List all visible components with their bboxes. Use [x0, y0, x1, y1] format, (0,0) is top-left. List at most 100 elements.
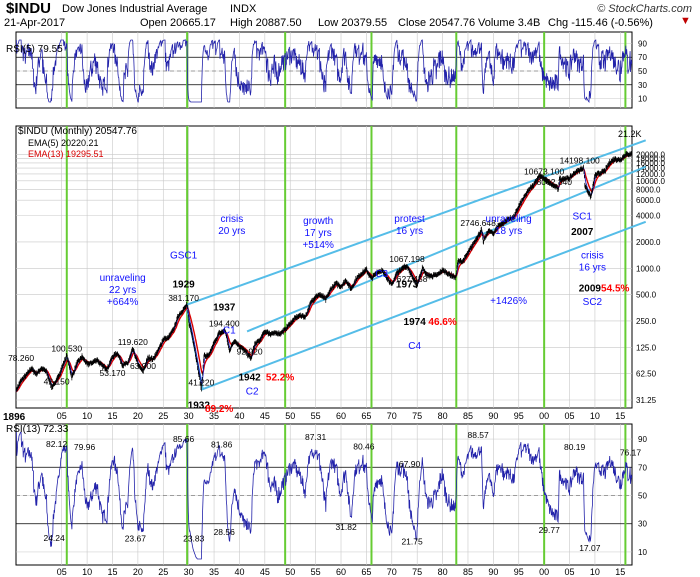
price-annotation: 41.220: [188, 377, 214, 387]
rsi5-tick-label: 90: [638, 39, 647, 48]
volume-value: Volume 3.4B: [478, 17, 541, 29]
cycle-annotation: 89.2%: [205, 404, 233, 415]
rsi13-annotation: 67.90: [399, 459, 421, 469]
cycle-annotation: 17 yrs: [305, 228, 332, 239]
x-tick-label: 15: [107, 411, 117, 421]
cycle-annotation: unraveling: [486, 214, 532, 225]
y-tick-label: 62.50: [636, 370, 657, 379]
x-tick-label: 05: [57, 411, 67, 421]
x-tick-label: 85: [463, 567, 473, 577]
rsi13-label: RSI(13) 72.33: [6, 424, 69, 435]
cycle-annotation: +664%: [107, 297, 139, 308]
cycle-annotation: 1929: [172, 280, 195, 291]
y-tick-label: 31.25: [636, 396, 657, 405]
x-tick-label: 35: [209, 411, 219, 421]
x-tick-label: 05: [57, 567, 67, 577]
y-tick-label: 10000.0: [636, 177, 665, 186]
rsi5-tick-label: 70: [638, 53, 647, 62]
y-tick-label: 18000.0: [636, 154, 665, 163]
rsi13-annotation: 28.56: [214, 527, 236, 537]
open-value: Open 20665.17: [140, 17, 216, 29]
x-tick-label: 25: [158, 411, 168, 421]
last-price-label: 21.2K: [618, 129, 642, 139]
cycle-annotation: C2: [246, 387, 259, 398]
x-tick-label: 30: [184, 411, 194, 421]
price-frame: [15, 125, 633, 409]
rsi13-annotation: 21.75: [401, 536, 423, 546]
cycle-annotation: +1426%: [490, 296, 527, 307]
ticker-symbol: $INDU: [6, 0, 52, 17]
rsi5-label: RSI(5) 79.55: [6, 44, 63, 55]
rsi5-tick-label: 10: [638, 95, 647, 104]
cycle-annotation: C3: [375, 269, 388, 280]
x-tick-label: 80: [438, 411, 448, 421]
x-tick-label: 15: [615, 567, 625, 577]
rsi13-line: [16, 431, 633, 560]
x-tick-label: 90: [488, 411, 498, 421]
rsi13-annotation: 88.57: [467, 430, 489, 440]
rsi13-annotation: 79.96: [74, 442, 96, 452]
cycle-annotation: 54.5%: [601, 284, 629, 295]
x-tick-label: 40: [234, 411, 244, 421]
rsi13-annotation: 80.46: [353, 442, 375, 452]
rsi13-annotation: 81.86: [211, 440, 233, 450]
price-annotation: 42.150: [44, 377, 70, 387]
x-tick-label: 10: [82, 411, 92, 421]
cycle-annotation: 52.2%: [266, 373, 294, 384]
cycle-annotation: 1942: [238, 373, 261, 384]
price-annotation: 92.920: [237, 347, 263, 357]
x-tick-label: 70: [387, 411, 397, 421]
y-tick-label: 20000.0: [636, 150, 665, 159]
x-tick-label: 65: [361, 567, 371, 577]
x-tick-label: 60: [336, 567, 346, 577]
cycle-annotation: growth: [303, 216, 333, 227]
x-tick-label: 50: [285, 411, 295, 421]
cycle-annotation: 1932: [188, 400, 211, 411]
watermark: © StockCharts.com: [597, 3, 692, 15]
rsi5-tick-label: 30: [638, 81, 647, 90]
ema13-label: EMA(13) 19295.51: [28, 149, 104, 159]
cycle-annotation: GSC1: [170, 250, 198, 261]
x-tick-label: 00: [539, 411, 549, 421]
rsi13-annotation: 23.67: [125, 534, 147, 544]
cycle-annotation: crisis: [220, 214, 243, 225]
x-tick-label: 15: [615, 411, 625, 421]
x-tick-label: 80: [438, 567, 448, 577]
rsi13-annotation: 76.17: [620, 448, 642, 458]
start-year-label: 1896: [3, 412, 26, 423]
rsi13-annotation: 29.77: [539, 525, 561, 535]
rsi5-frame: [15, 31, 633, 109]
trend-line: [201, 220, 647, 391]
price-panel: 05 10 15 20 25 30 35 40 45 50 55 60 65 70 75 80 85 90 95 00…: [8, 125, 665, 443]
date-label: 21-Apr-2017: [4, 17, 66, 29]
rsi13-tick-label: 70: [638, 463, 647, 472]
rsi13-tick-label: 50: [638, 492, 647, 501]
change-value: Chg -115.46 (-0.56%): [548, 17, 653, 29]
close-value: Close 20547.76: [398, 17, 476, 29]
chart-header: $INDU Dow Jones Industrial Average INDX …: [0, 0, 700, 30]
x-tick-label: 10: [590, 411, 600, 421]
cycle-annotation: 16 yrs: [396, 226, 423, 237]
price-annotation: 381.170: [168, 293, 199, 303]
price-annotation: 63.900: [130, 361, 156, 371]
cycle-annotation: 1973: [396, 280, 419, 291]
rsi13-annotation: 82.12: [46, 439, 68, 449]
x-tick-label: 20: [133, 567, 143, 577]
index-name: Dow Jones Industrial Average: [62, 3, 208, 15]
rsi13-tick-label: 30: [638, 520, 647, 529]
rsi5-tick-label: 50: [638, 67, 647, 76]
cycle-annotation: C1: [223, 325, 236, 336]
x-tick-label: 95: [514, 567, 524, 577]
cycle-annotation: protest: [394, 214, 425, 225]
x-tick-label: 60: [336, 411, 346, 421]
price-annotation: 8062.340: [537, 177, 573, 187]
price-annotation: 14198.100: [560, 155, 600, 165]
x-tick-label: 15: [107, 567, 117, 577]
price-annotation: 119.620: [118, 337, 148, 347]
price-annotation: 2746.648: [460, 218, 496, 228]
price-annotation: 10673.100: [524, 166, 564, 176]
rsi13-annotation: 17.07: [579, 543, 601, 553]
x-tick-label: 70: [387, 567, 397, 577]
x-tick-label: 65: [361, 411, 371, 421]
